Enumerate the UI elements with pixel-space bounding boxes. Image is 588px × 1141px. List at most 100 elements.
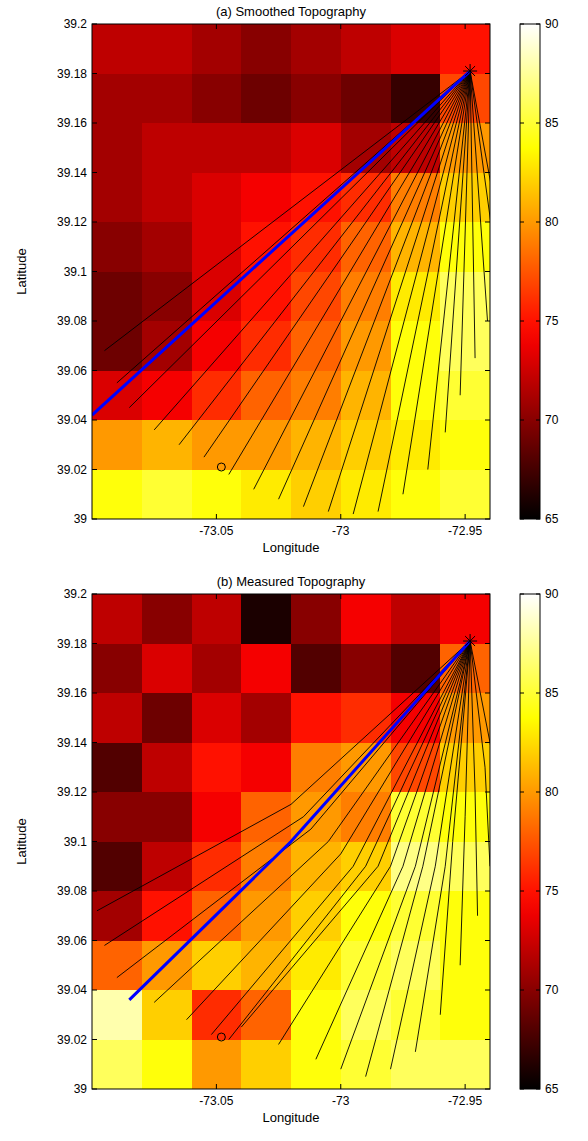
colorbar-tick-label: 65 — [545, 1082, 559, 1096]
heatmap-cell — [341, 990, 391, 1040]
y-tick-label: 39.02 — [57, 463, 87, 477]
highlight-ray — [129, 641, 470, 1000]
y-tick-label: 39.14 — [57, 736, 87, 750]
heatmap-cell — [391, 990, 441, 1040]
heatmap-cell — [92, 792, 142, 842]
colorbar-tick — [520, 420, 524, 421]
y-tick — [92, 594, 97, 595]
heatmap-cell — [92, 693, 142, 743]
heatmap-cell — [291, 941, 341, 991]
y-tick — [485, 172, 490, 173]
x-tick-label: -73.05 — [199, 1094, 233, 1108]
colorbar-tick — [520, 990, 524, 991]
heatmap-cell — [241, 371, 291, 421]
heatmap-cell — [192, 123, 242, 173]
ray — [366, 641, 470, 1077]
heatmap-cell — [92, 24, 142, 74]
heatmap-cell — [391, 74, 441, 124]
title: (b) Measured Topography — [217, 574, 366, 589]
heatmap-cell — [142, 74, 192, 124]
heatmap-cell — [142, 123, 192, 173]
heatmap-cell — [291, 891, 341, 941]
heatmap-cell — [142, 222, 192, 272]
heatmap-cell — [192, 743, 242, 793]
colorbar-tick — [520, 1089, 524, 1090]
heatmap-cell — [241, 74, 291, 124]
heatmap-cell — [241, 644, 291, 694]
colorbar-tick-label: 65 — [545, 512, 559, 526]
heatmap-cell — [142, 470, 192, 520]
y-tick — [92, 73, 97, 74]
colorbar-tick — [536, 792, 540, 793]
heatmap-cell — [192, 420, 242, 470]
heatmap-cell — [92, 321, 142, 371]
heatmap-cell — [92, 594, 142, 644]
y-tick-label: 39.08 — [57, 314, 87, 328]
colorbar-tick-label: 75 — [545, 884, 559, 898]
colorbar-tick-label: 80 — [545, 785, 559, 799]
heatmap-cell — [291, 173, 341, 223]
x-axis-title: Longitude — [262, 540, 319, 555]
heatmap-cell — [341, 74, 391, 124]
ray — [211, 641, 470, 1035]
colorbar-tick — [536, 123, 540, 124]
ray — [279, 641, 471, 1044]
y-tick — [485, 1089, 490, 1090]
y-tick-label: 39.06 — [57, 934, 87, 948]
heatmap-cell — [291, 644, 341, 694]
heatmap-cell — [92, 644, 142, 694]
y-tick — [92, 420, 97, 421]
y-tick-label: 39.2 — [64, 17, 88, 31]
heatmap-cell — [142, 644, 192, 694]
ray — [415, 641, 470, 1052]
y-tick — [92, 841, 97, 842]
heatmap-cell — [291, 123, 341, 173]
heatmap-cell — [142, 693, 192, 743]
colorbar-tick — [520, 24, 524, 25]
x-tick-label: -72.95 — [448, 524, 482, 538]
x-tick — [216, 1084, 217, 1089]
y-tick-label: 39.02 — [57, 1033, 87, 1047]
ray — [229, 641, 470, 1039]
y-tick — [485, 271, 490, 272]
heatmap — [92, 594, 490, 1089]
y-tick — [485, 891, 490, 892]
y-tick-label: 39.18 — [57, 637, 87, 651]
heatmap-cell — [391, 173, 441, 223]
heatmap-cell — [192, 74, 242, 124]
y-tick — [92, 222, 97, 223]
heatmap-cell — [440, 420, 490, 470]
y-tick-label: 39.12 — [57, 215, 87, 229]
y-tick-label: 39 — [74, 512, 88, 526]
heatmap-cell — [241, 24, 291, 74]
heatmap-cell — [341, 1040, 391, 1090]
heatmap-cell — [341, 594, 391, 644]
heatmap-cell — [92, 842, 142, 892]
heatmap-cell — [142, 594, 192, 644]
heatmap-cell — [142, 1040, 192, 1090]
heatmap-cell — [391, 941, 441, 991]
heatmap-cell — [241, 1040, 291, 1090]
heatmap-cell — [92, 123, 142, 173]
heatmap-cell — [241, 792, 291, 842]
heatmap-cell — [440, 941, 490, 991]
ray — [470, 641, 490, 817]
x-tick — [340, 594, 341, 599]
x-tick — [340, 514, 341, 519]
panel: (a) Smoothed Topography-73.05-73-72.9539… — [14, 4, 559, 555]
y-tick — [92, 123, 97, 124]
heatmap-cell — [391, 420, 441, 470]
heatmap-cell — [241, 123, 291, 173]
heatmap-cell — [241, 743, 291, 793]
heatmap-cell — [440, 990, 490, 1040]
heatmap-cell — [142, 420, 192, 470]
heatmap-cell — [92, 941, 142, 991]
ray — [445, 71, 470, 432]
y-tick — [92, 271, 97, 272]
y-tick — [485, 841, 490, 842]
y-tick-label: 39.06 — [57, 364, 87, 378]
colorbar-tick — [536, 693, 540, 694]
panel: (b) Measured Topography-73.05-73-72.9539… — [14, 574, 559, 1125]
heatmap-cell — [92, 470, 142, 520]
x-tick — [465, 24, 466, 29]
